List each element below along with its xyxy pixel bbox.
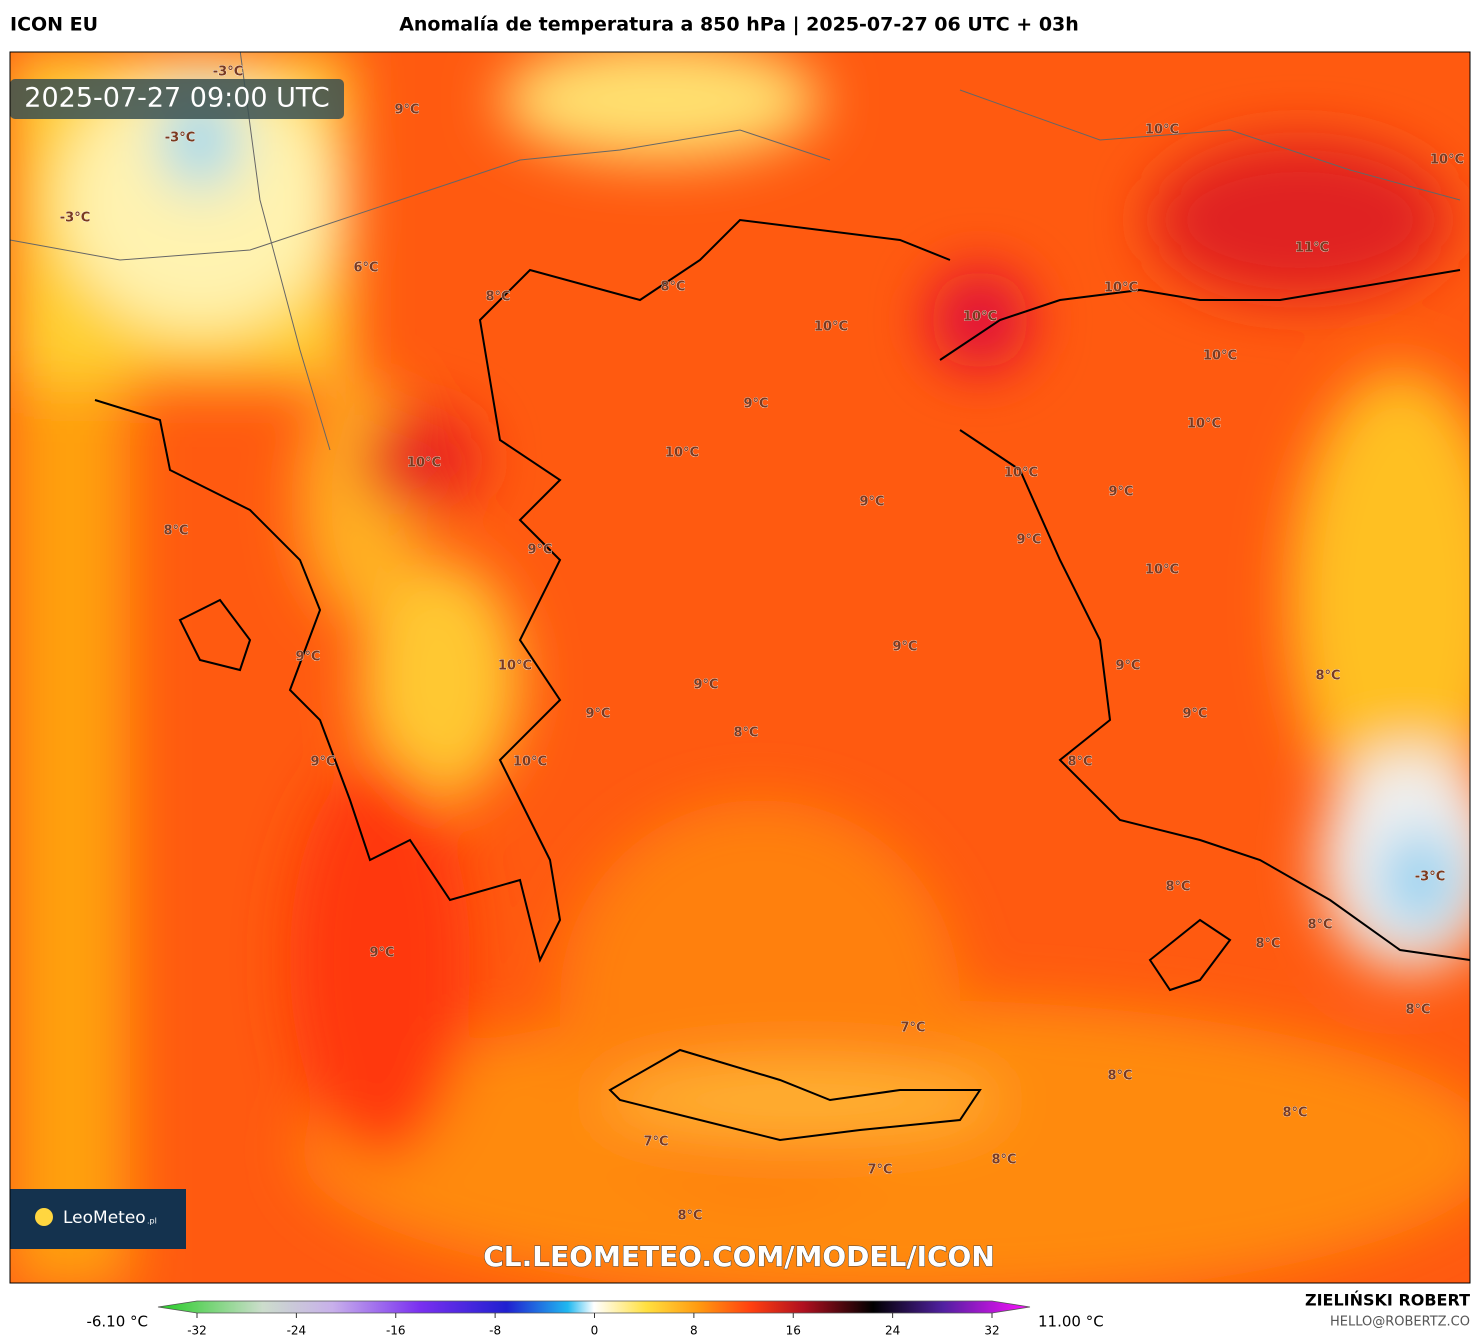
temperature-label: 10°C xyxy=(1430,153,1464,168)
temperature-label: 7°C xyxy=(867,1163,892,1178)
temperature-label: 10°C xyxy=(1004,466,1038,481)
author: ZIELIŃSKI ROBERT xyxy=(1305,1291,1470,1310)
temperature-label: 8°C xyxy=(1315,669,1340,684)
temperature-label: 9°C xyxy=(693,678,718,693)
colorbar: -32 -24 -16 -8 0 8 16 24 32 xyxy=(157,1300,1031,1338)
temperature-label: 8°C xyxy=(1067,755,1092,770)
timestamp: 2025-07-27 09:00 UTC xyxy=(24,83,329,114)
temperature-label: 9°C xyxy=(1182,707,1207,722)
temperature-label: 6°C xyxy=(353,261,378,276)
temperature-label: 8°C xyxy=(1307,918,1332,933)
temperature-label: 10°C xyxy=(665,446,699,461)
temperature-label: 10°C xyxy=(1104,281,1138,296)
temperature-label: 8°C xyxy=(1107,1069,1132,1084)
temperature-label: 10°C xyxy=(1187,417,1221,432)
logo-suffix: .pl xyxy=(147,1217,157,1226)
colorbar-tick-label: -16 xyxy=(386,1324,406,1338)
temperature-label: 9°C xyxy=(1108,485,1133,500)
watermark: CL.LEOMETEO.COM/MODEL/ICON xyxy=(483,1240,995,1273)
temperature-label: 8°C xyxy=(1255,937,1280,952)
map-title: Anomalía de temperatura a 850 hPa | 2025… xyxy=(399,14,1079,36)
temperature-label: 9°C xyxy=(1115,659,1140,674)
temperature-label: 9°C xyxy=(743,397,768,412)
colorbar-tick-label: -24 xyxy=(287,1324,307,1338)
temperature-label: 9°C xyxy=(585,707,610,722)
temperature-label: 9°C xyxy=(369,946,394,961)
temperature-label: 11°C xyxy=(1295,241,1329,256)
colorbar-tick-label: 32 xyxy=(984,1324,999,1338)
temperature-label: 8°C xyxy=(485,290,510,305)
colorbar-min: -6.10 °C xyxy=(86,1313,148,1331)
temperature-label: 9°C xyxy=(859,495,884,510)
map: 2025-07-27 09:00 UTC -3°C 9°C -3°C -3°C 6°C 8… xyxy=(10,52,1470,1283)
email: HELLO@ROBERTZ.CO xyxy=(1330,1315,1470,1330)
temperature-label: 8°C xyxy=(677,1209,702,1224)
temperature-label: 9°C xyxy=(527,543,552,558)
temperature-label: 9°C xyxy=(295,650,320,665)
temperature-label: -3°C xyxy=(213,65,243,80)
temperature-label: 9°C xyxy=(310,755,335,770)
temperature-label: 10°C xyxy=(407,456,441,471)
colorbar-tick-label: 0 xyxy=(591,1324,599,1338)
logo: LeoMeteo xyxy=(63,1208,146,1228)
temperature-label: 9°C xyxy=(394,103,419,118)
temperature-label: 10°C xyxy=(1203,349,1237,364)
temperature-label: 7°C xyxy=(900,1021,925,1036)
temperature-label: -3°C xyxy=(1415,870,1445,885)
temperature-label: 10°C xyxy=(814,320,848,335)
temperature-label: 8°C xyxy=(991,1153,1016,1168)
colorbar-tick-label: 24 xyxy=(885,1324,900,1338)
colorbar-tick-label: -8 xyxy=(489,1324,501,1338)
colorbar-tick-label: -32 xyxy=(187,1324,207,1338)
model-name: ICON EU xyxy=(10,14,98,36)
temperature-label: 7°C xyxy=(643,1135,668,1150)
temperature-label: 9°C xyxy=(892,640,917,655)
temperature-label: 10°C xyxy=(963,310,997,325)
temperature-label: 8°C xyxy=(1165,880,1190,895)
temperature-label: 8°C xyxy=(163,524,188,539)
temperature-label: 8°C xyxy=(1282,1106,1307,1121)
temperature-label: 8°C xyxy=(733,726,758,741)
temperature-label: 10°C xyxy=(1145,563,1179,578)
temperature-label: 8°C xyxy=(1405,1003,1430,1018)
temperature-label: 10°C xyxy=(1145,123,1179,138)
colorbar-tick-label: 16 xyxy=(786,1324,801,1338)
colorbar-tick-label: 8 xyxy=(690,1324,698,1338)
temperature-label: 10°C xyxy=(498,659,532,674)
temperature-label: 9°C xyxy=(1016,533,1041,548)
temperature-label: -3°C xyxy=(165,131,195,146)
temperature-label: -3°C xyxy=(60,211,90,226)
colorbar-max: 11.00 °C xyxy=(1038,1313,1104,1331)
map-frame xyxy=(9,51,1471,1284)
temperature-label: 10°C xyxy=(513,755,547,770)
temperature-label: 8°C xyxy=(660,280,685,295)
